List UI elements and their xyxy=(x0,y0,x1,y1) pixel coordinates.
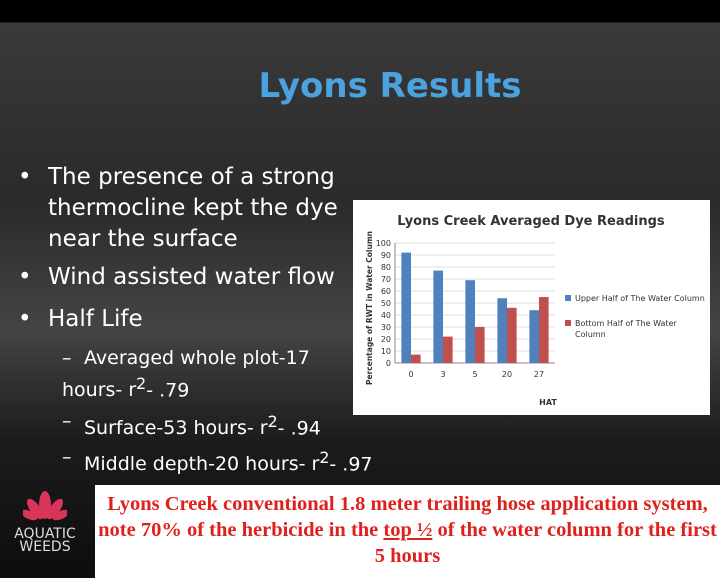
bar xyxy=(475,327,485,363)
bar xyxy=(443,337,453,363)
sub-bullet-rest: - .79 xyxy=(146,379,189,401)
y-tick-label: 70 xyxy=(381,275,391,284)
sub-bullet-rest: - .94 xyxy=(278,417,321,439)
bullet-text: Half Life xyxy=(18,304,378,335)
bar xyxy=(433,271,443,363)
bullet: Wind assisted water flow xyxy=(18,262,378,293)
legend-swatch xyxy=(565,295,571,301)
sub-bullet: Averaged whole plot-17 hours- r2- .79 xyxy=(62,346,322,403)
x-axis-label: HAT xyxy=(539,398,557,407)
y-tick-label: 60 xyxy=(381,287,391,296)
logo-text: WEEDS xyxy=(4,541,86,554)
logo-flower xyxy=(23,485,67,525)
bullet: The presence of a strong thermocline kep… xyxy=(18,162,358,255)
x-tick-label: 5 xyxy=(472,370,477,379)
y-tick-label: 100 xyxy=(376,239,391,248)
chart-box: Lyons Creek Averaged Dye Readings HAT Pe… xyxy=(353,200,710,415)
legend-entry: Bottom Half of The Water Column xyxy=(565,318,707,340)
slide: Lyons Results The presence of a strong t… xyxy=(0,0,720,578)
logo: AQUATIC WEEDS xyxy=(4,485,86,554)
y-tick-label: 10 xyxy=(381,347,391,356)
bar xyxy=(411,355,421,363)
caption-underlined: top ½ xyxy=(383,519,432,541)
y-tick-label: 20 xyxy=(381,335,391,344)
slide-title: Lyons Results xyxy=(240,66,540,106)
x-tick-label: 0 xyxy=(408,370,413,379)
y-tick-label: 90 xyxy=(381,251,391,260)
y-tick-label: 30 xyxy=(381,323,391,332)
sub-bullet-rest: - .97 xyxy=(329,453,372,475)
bar xyxy=(529,310,539,363)
sub-bullet-text: Middle depth-20 hours- r xyxy=(62,453,319,475)
superscript: 2 xyxy=(136,374,146,393)
bar xyxy=(507,308,517,363)
bullet-text: The presence of a strong thermocline kep… xyxy=(18,162,358,255)
sub-bullet: Surface-53 hours- r2- .94 xyxy=(62,409,382,441)
legend-swatch xyxy=(565,320,571,326)
y-tick-label: 80 xyxy=(381,263,391,272)
superscript: 2 xyxy=(268,412,278,431)
bar xyxy=(465,280,475,363)
bar xyxy=(497,298,507,363)
legend-label: Bottom Half of The Water Column xyxy=(575,319,677,339)
y-tick-label: 40 xyxy=(381,311,391,320)
bullet: Half Life xyxy=(18,304,378,335)
y-tick-label: 0 xyxy=(386,359,391,368)
y-axis-label: Percentage of RWT in Water Column xyxy=(365,231,374,385)
bar xyxy=(401,253,411,363)
bar xyxy=(539,297,549,363)
legend-label: Upper Half of The Water Column xyxy=(575,294,705,303)
sub-bullet: Middle depth-20 hours- r2- .97 xyxy=(62,445,402,477)
legend: Upper Half of The Water Column Bottom Hal… xyxy=(565,293,707,354)
bullet-text: Wind assisted water flow xyxy=(18,262,378,293)
x-tick-label: 3 xyxy=(440,370,445,379)
chart-title: Lyons Creek Averaged Dye Readings xyxy=(397,214,665,229)
legend-entry: Upper Half of The Water Column xyxy=(565,293,707,304)
sub-bullet-text: Surface-53 hours- r xyxy=(62,417,268,439)
x-tick-label: 27 xyxy=(534,370,544,379)
caption: Lyons Creek conventional 1.8 meter trail… xyxy=(95,485,720,578)
superscript: 2 xyxy=(319,448,329,467)
x-tick-label: 20 xyxy=(502,370,512,379)
y-tick-label: 50 xyxy=(381,299,391,308)
